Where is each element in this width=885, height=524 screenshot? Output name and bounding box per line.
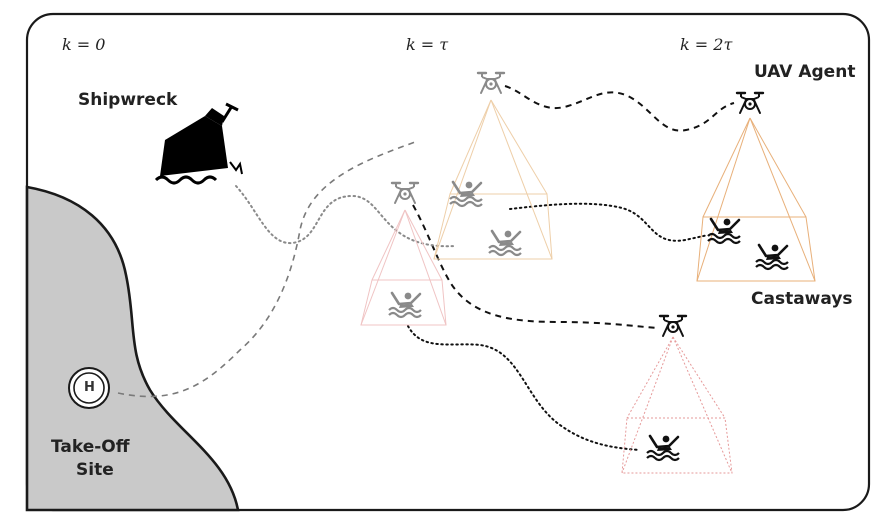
land-mass — [25, 185, 240, 512]
shipwreck-label: Shipwreck — [78, 90, 178, 110]
fov-pyramid-lower — [621, 336, 733, 474]
time-label-k1: k = τ — [406, 35, 449, 54]
takeoff-label-line2: Site — [76, 460, 114, 480]
time-label-k0: k = 0 — [62, 35, 106, 54]
drift-path-shipwreck — [235, 185, 456, 248]
uav-path-top — [504, 85, 735, 132]
uav-agent-label: UAV Agent — [754, 62, 856, 82]
takeoff-label-line1: Take-Off — [51, 437, 130, 457]
uav-path-mid — [412, 204, 659, 329]
fov-pyramid-top-faded — [433, 99, 553, 260]
fov-pyramid-right — [696, 117, 816, 282]
shipwreck-icon — [154, 102, 243, 185]
helipad-icon — [68, 367, 110, 409]
time-label-k2: k = 2τ — [680, 35, 733, 54]
helipad-letter: H — [84, 380, 95, 395]
drift-path-upper — [509, 202, 709, 242]
castaways-label: Castaways — [751, 289, 853, 309]
uav-path-faded — [117, 140, 419, 398]
fov-pyramid-mid-faded — [360, 209, 447, 326]
drift-path-lower — [407, 325, 641, 451]
